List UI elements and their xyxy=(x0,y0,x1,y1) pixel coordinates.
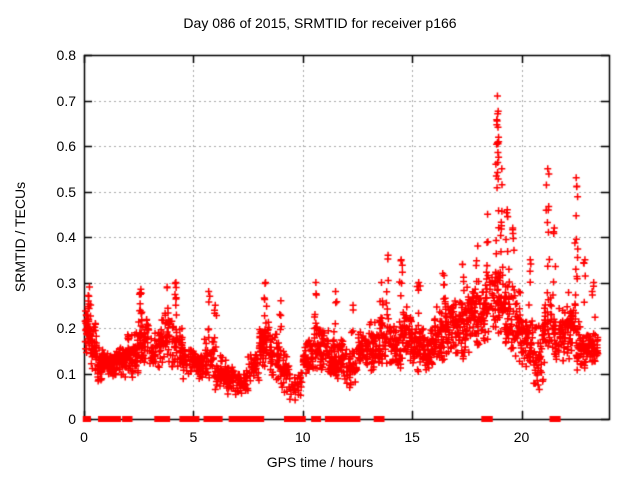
y-tick-label: 0.1 xyxy=(56,365,76,382)
x-axis-label: GPS time / hours xyxy=(266,454,374,470)
y-tick-label: 0.4 xyxy=(56,229,76,245)
chart-title: Day 086 of 2015, SRMTID for receiver p16… xyxy=(183,15,457,31)
x-tick-label: 15 xyxy=(404,429,420,445)
x-tick-label: 10 xyxy=(294,429,311,445)
y-tick-label: 0.7 xyxy=(56,92,76,109)
y-tick-label: 0 xyxy=(68,411,76,427)
y-tick-label: 0.6 xyxy=(56,138,76,154)
x-tick-label: 20 xyxy=(513,429,530,445)
x-tick-label: 0 xyxy=(80,429,88,445)
y-tick-label: 0.5 xyxy=(56,183,76,200)
y-tick-label: 0.8 xyxy=(56,47,76,63)
x-tick-label: 5 xyxy=(189,429,198,445)
y-tick-label: 0.3 xyxy=(56,274,76,291)
y-tick-label: 0.2 xyxy=(56,320,76,336)
